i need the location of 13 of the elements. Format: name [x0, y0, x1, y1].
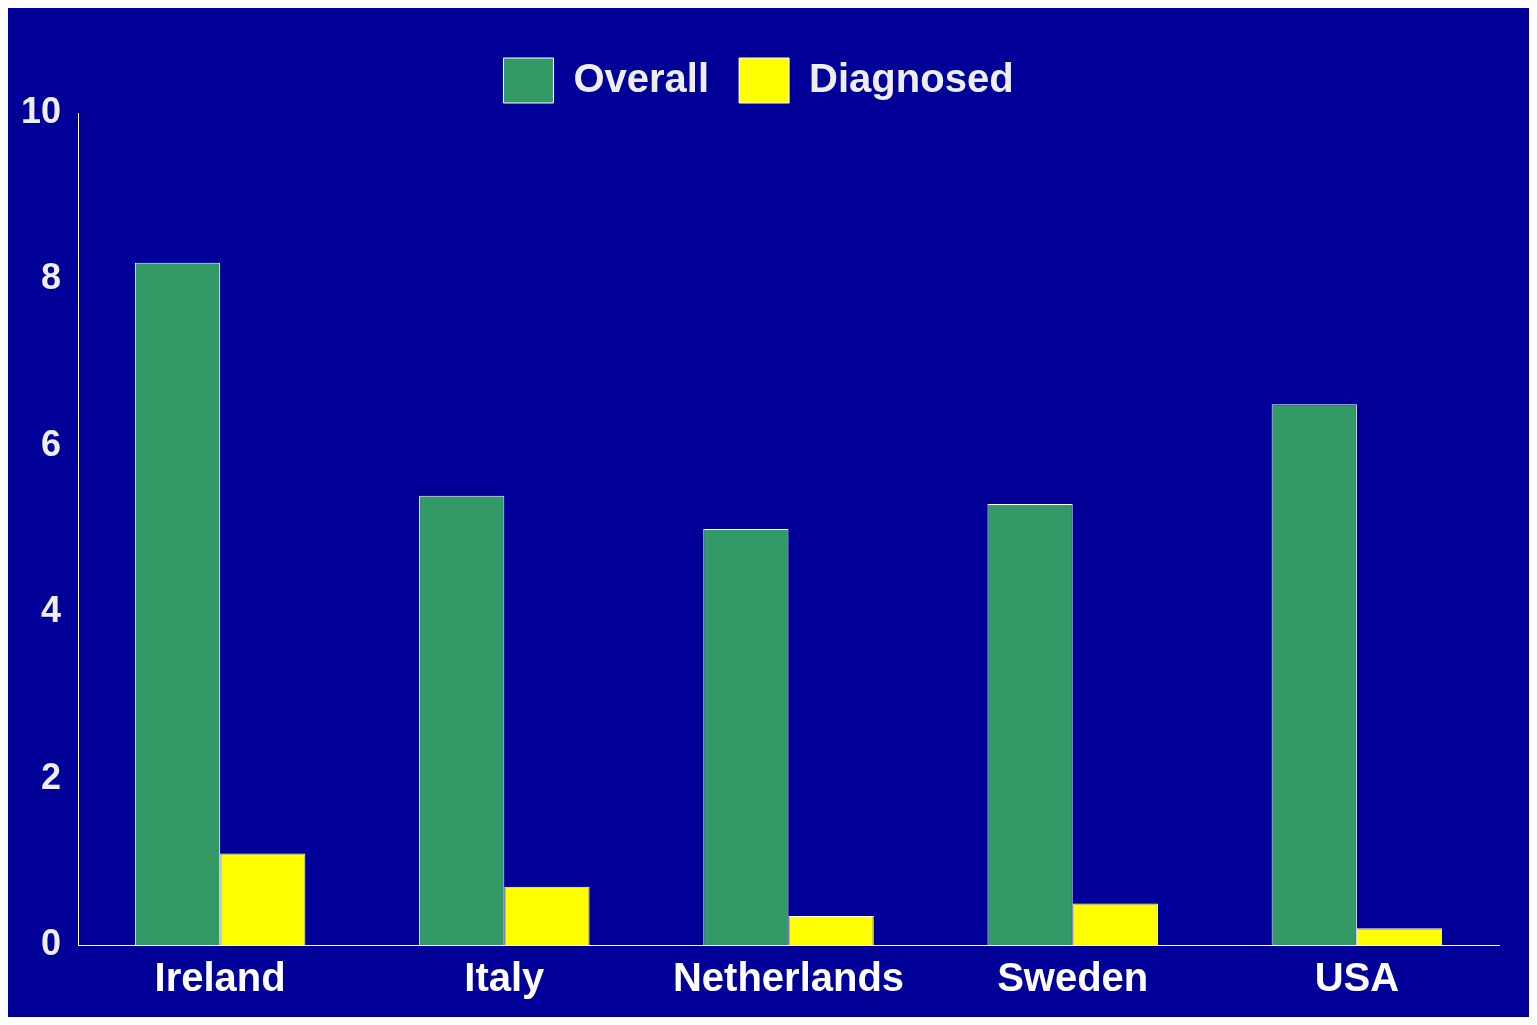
legend-label: Diagnosed [809, 55, 1014, 100]
y-tick-label: 2 [41, 755, 62, 797]
y-tick-label: 10 [21, 89, 62, 131]
x-tick-label: Sweden [997, 955, 1149, 1000]
y-tick-label: 4 [41, 589, 62, 631]
y-tick-label: 0 [41, 921, 62, 963]
x-tick-label: Ireland [154, 955, 286, 1000]
x-tick-label: Netherlands [672, 955, 905, 1000]
y-tick-label: 6 [41, 422, 62, 464]
x-tick-label: USA [1314, 955, 1400, 1000]
legend-label: Overall [573, 55, 710, 100]
x-tick-label: Italy [464, 955, 546, 1000]
y-tick-label: 8 [41, 256, 62, 298]
